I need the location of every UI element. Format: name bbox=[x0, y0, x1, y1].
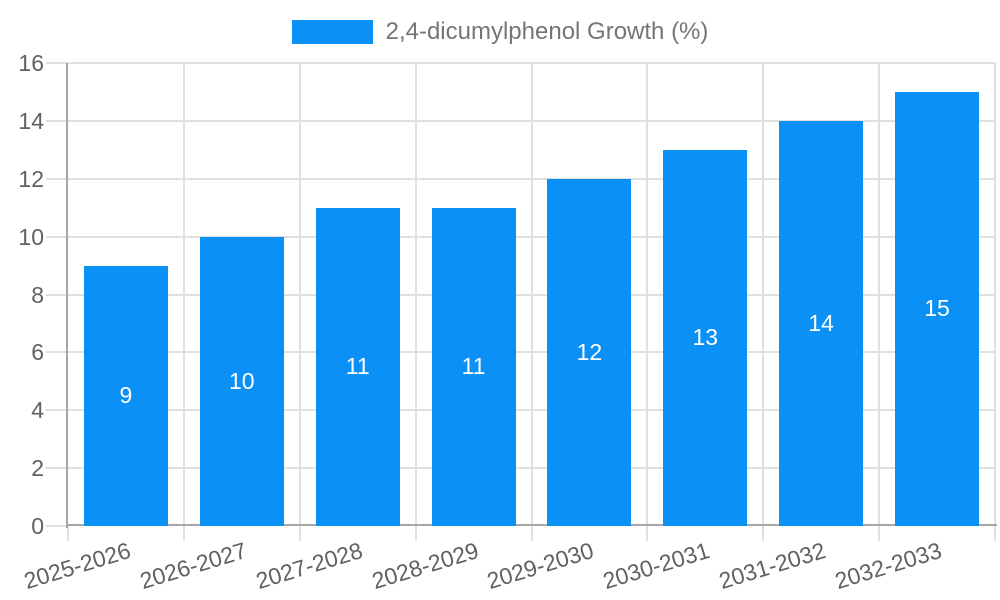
x-axis-tick bbox=[298, 526, 301, 541]
legend: 2,4-dicumylphenol Growth (%) bbox=[0, 18, 1000, 46]
y-axis-tick bbox=[46, 409, 68, 412]
x-axis-tick bbox=[762, 526, 765, 541]
bar-value-label: 12 bbox=[576, 338, 603, 365]
bar-value-label: 11 bbox=[345, 353, 370, 380]
x-axis-tick bbox=[414, 526, 417, 541]
legend-swatch bbox=[291, 20, 373, 44]
v-gridline bbox=[994, 63, 996, 526]
y-axis-tick bbox=[46, 62, 68, 64]
y-axis-tick bbox=[46, 467, 68, 470]
y-tick-label: 12 bbox=[18, 165, 44, 192]
v-gridline bbox=[646, 63, 649, 526]
bar-value-label: 14 bbox=[808, 309, 834, 336]
y-tick-label: 0 bbox=[31, 513, 44, 539]
bar: 9 bbox=[83, 265, 168, 526]
y-axis-tick bbox=[46, 293, 68, 296]
y-tick-label: 16 bbox=[18, 50, 44, 76]
x-axis-tick bbox=[182, 526, 185, 541]
bar-value-label: 13 bbox=[692, 324, 719, 351]
x-axis-tick bbox=[530, 526, 533, 541]
bar: 14 bbox=[779, 120, 864, 526]
bar: 11 bbox=[315, 207, 400, 526]
bar-value-label: 15 bbox=[924, 295, 950, 322]
bar: 15 bbox=[895, 91, 980, 526]
bar: 10 bbox=[199, 236, 284, 526]
bar: 11 bbox=[431, 207, 516, 526]
y-tick-label: 2 bbox=[31, 455, 44, 482]
y-tick-label: 14 bbox=[18, 107, 44, 134]
bar: 13 bbox=[663, 149, 748, 526]
bar-value-label: 11 bbox=[461, 353, 486, 380]
x-axis-tick bbox=[994, 526, 996, 541]
v-gridline bbox=[414, 63, 417, 526]
v-gridline bbox=[182, 63, 185, 526]
v-gridline bbox=[298, 63, 301, 526]
y-tick-label: 8 bbox=[31, 281, 44, 308]
y-tick-label: 6 bbox=[31, 339, 44, 366]
legend-label: 2,4-dicumylphenol Growth (%) bbox=[385, 18, 709, 45]
y-axis-tick bbox=[46, 177, 68, 180]
v-gridline bbox=[762, 63, 765, 526]
x-axis-tick bbox=[67, 526, 69, 541]
v-gridline bbox=[530, 63, 533, 526]
bar-value-label: 10 bbox=[229, 367, 255, 394]
x-axis-line bbox=[66, 524, 997, 526]
y-axis-tick bbox=[46, 235, 68, 238]
y-axis-tick bbox=[46, 525, 68, 527]
x-axis-tick bbox=[878, 526, 881, 541]
x-axis-tick bbox=[646, 526, 649, 541]
y-axis-line bbox=[66, 63, 68, 528]
y-tick-label: 10 bbox=[18, 223, 44, 250]
bar: 12 bbox=[547, 178, 632, 526]
y-axis-tick bbox=[46, 351, 68, 354]
y-axis-tick bbox=[46, 119, 68, 122]
v-gridline bbox=[878, 63, 881, 526]
bar-value-label: 9 bbox=[119, 382, 133, 409]
y-tick-label: 4 bbox=[31, 397, 44, 424]
